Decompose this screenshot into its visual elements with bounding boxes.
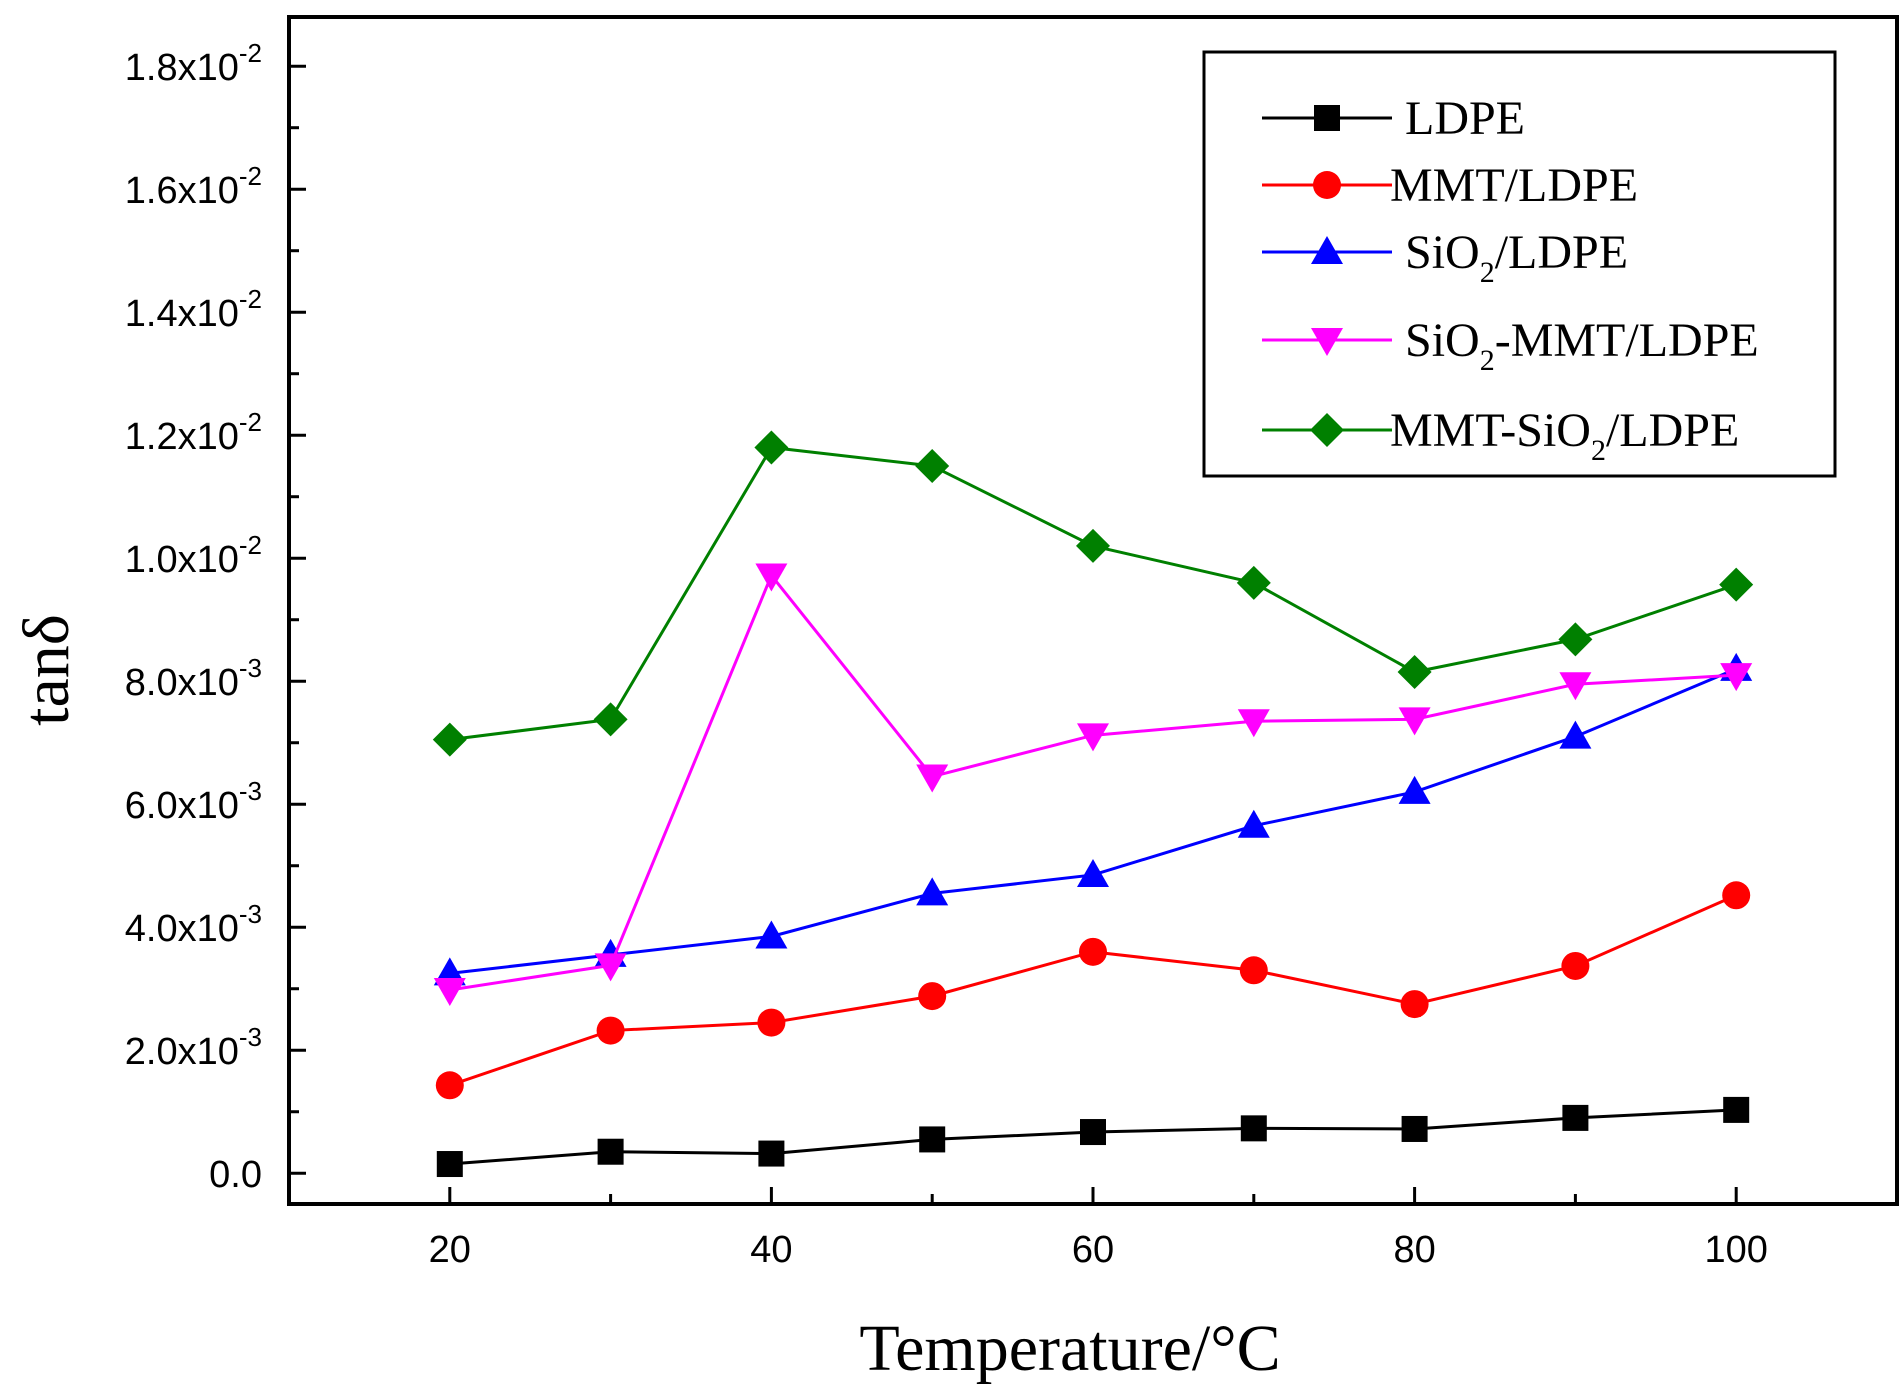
data-point-mmt-sio2-ldpe: [1397, 655, 1432, 690]
data-point-mmt-sio2-ldpe: [1076, 528, 1110, 563]
x-tick-label: 60: [1072, 1229, 1114, 1271]
data-point-ldpe: [597, 1138, 624, 1165]
legend-marker: [1313, 171, 1341, 199]
x-tick-label: 80: [1393, 1229, 1435, 1271]
y-tick-label: 1.0x10-2: [125, 530, 262, 581]
legend-item-sio2-mmt-ldpe: SiO2-MMT/LDPE: [1262, 314, 1759, 377]
data-point-ldpe: [1401, 1115, 1428, 1142]
legend-item-mmt-ldpe: MMT/LDPE: [1262, 159, 1638, 212]
series-layer: [432, 430, 1754, 1178]
legend-marker: [1311, 236, 1343, 264]
data-point-mmt-ldpe: [757, 1008, 786, 1037]
data-point-sio2-mmt-ldpe: [594, 953, 627, 982]
data-point-ldpe: [1080, 1119, 1106, 1146]
y-tick-label: 4.0x10-3: [125, 899, 262, 950]
y-tick-label: 1.6x10-2: [125, 161, 262, 212]
y-tick-label: 0.0: [209, 1154, 262, 1196]
legend-label: SiO2/LDPE: [1405, 226, 1628, 289]
y-tick-label: 2.0x10-3: [125, 1022, 262, 1073]
legend-label: SiO2-MMT/LDPE: [1405, 314, 1759, 377]
data-point-sio2-mmt-ldpe: [1559, 672, 1592, 701]
y-axis-title: tanδ: [10, 614, 83, 726]
y-tick-label: 8.0x10-3: [125, 653, 262, 704]
series-line-mmt-ldpe: [449, 893, 1737, 1087]
x-axis-title: Temperature/°C: [859, 1312, 1280, 1385]
legend-marker: [1310, 413, 1344, 447]
series-ldpe: [436, 1096, 1750, 1178]
x-tick-label: 20: [429, 1229, 471, 1271]
legend: LDPE MMT/LDPE SiO2/LDPE SiO2-MMT/LDPE MMT-Si…: [1202, 50, 1837, 478]
x-tick-label: 100: [1704, 1229, 1767, 1271]
data-point-ldpe: [1723, 1096, 1750, 1123]
data-point-mmt-ldpe: [1561, 951, 1590, 980]
data-point-sio2-ldpe: [1237, 809, 1270, 838]
data-point-sio2-mmt-ldpe: [755, 563, 788, 592]
data-point-mmt-ldpe: [1079, 937, 1107, 966]
series-line-mmt-sio2-ldpe: [449, 445, 1737, 742]
series-sio2-mmt-ldpe: [433, 563, 1753, 1006]
data-point-sio2-mmt-ldpe: [916, 764, 949, 793]
series-mmt-ldpe: [435, 881, 1751, 1100]
y-tick-label: 1.8x10-2: [125, 38, 262, 89]
data-point-mmt-sio2-ldpe: [915, 448, 950, 483]
legend-label: MMT/LDPE: [1390, 159, 1638, 212]
data-point-mmt-sio2-ldpe: [593, 702, 628, 737]
data-point-sio2-ldpe: [1559, 720, 1592, 749]
data-point-mmt-sio2-ldpe: [1236, 565, 1271, 600]
legend-items: LDPE MMT/LDPE SiO2/LDPE SiO2-MMT/LDPE MMT-Si…: [1262, 92, 1759, 467]
series-mmt-sio2-ldpe: [432, 430, 1754, 757]
x-axis-ticks: 20 40 60 80 100: [429, 1187, 1768, 1271]
data-point-mmt-ldpe: [435, 1071, 464, 1100]
data-point-mmt-ldpe: [1239, 956, 1268, 985]
data-point-mmt-ldpe: [1722, 881, 1751, 910]
data-point-mmt-sio2-ldpe: [754, 430, 789, 465]
y-tick-label: 6.0x10-3: [125, 776, 262, 827]
data-point-mmt-sio2-ldpe: [432, 722, 467, 757]
data-point-sio2-mmt-ldpe: [1398, 707, 1431, 736]
data-point-sio2-mmt-ldpe: [433, 977, 466, 1006]
legend-label: MMT-SiO2/LDPE: [1390, 404, 1739, 467]
data-point-ldpe: [436, 1151, 463, 1178]
y-tick-label: 1.4x10-2: [125, 284, 262, 335]
data-point-sio2-ldpe: [916, 877, 949, 906]
legend-box: [1202, 50, 1837, 478]
data-point-sio2-mmt-ldpe: [1237, 709, 1270, 738]
data-point-mmt-sio2-ldpe: [1558, 622, 1593, 657]
data-point-mmt-sio2-ldpe: [1719, 567, 1754, 602]
x-tick-label: 40: [750, 1229, 792, 1271]
y-axis-ticks: 0.0 2.0x10-3 4.0x10-3 6.0x10-3 8.0x10-3 1.0x1…: [125, 38, 306, 1196]
data-point-sio2-ldpe: [1398, 775, 1431, 804]
series-line-sio2-ldpe: [449, 667, 1737, 975]
legend-item-ldpe: LDPE: [1262, 92, 1525, 145]
series-line-sio2-mmt-ldpe: [449, 572, 1737, 992]
legend-item-mmt-sio2-ldpe: MMT-SiO2/LDPE: [1262, 404, 1739, 467]
data-point-ldpe: [919, 1126, 946, 1153]
legend-marker: [1314, 105, 1340, 131]
data-point-mmt-ldpe: [596, 1016, 625, 1045]
data-point-ldpe: [1240, 1115, 1267, 1142]
data-point-mmt-ldpe: [1400, 990, 1429, 1019]
data-point-sio2-mmt-ldpe: [1077, 723, 1109, 752]
data-point-ldpe: [758, 1140, 785, 1167]
data-point-sio2-mmt-ldpe: [1720, 663, 1753, 692]
legend-label: LDPE: [1405, 92, 1525, 145]
legend-marker: [1311, 328, 1343, 356]
data-point-sio2-ldpe: [1077, 858, 1109, 887]
data-point-sio2-ldpe: [755, 920, 788, 949]
series-sio2-ldpe: [433, 652, 1753, 986]
y-tick-label: 1.2x10-2: [125, 407, 262, 458]
data-point-ldpe: [1562, 1104, 1589, 1131]
legend-item-sio2-ldpe: SiO2/LDPE: [1262, 226, 1628, 289]
data-point-mmt-ldpe: [918, 982, 947, 1011]
